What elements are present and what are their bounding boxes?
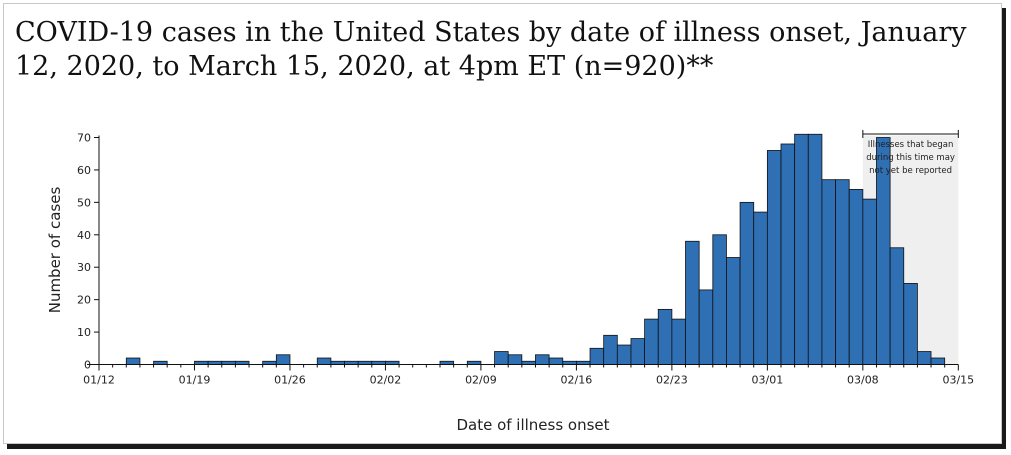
bar-02/11 — [507, 354, 523, 365]
bar-03/10 — [889, 247, 905, 365]
bar-02/14 — [548, 357, 564, 365]
bar-03/12 — [917, 351, 932, 365]
y-tick-label-10: 10 — [77, 326, 91, 339]
annotation-text-line-1: Illnesses that began — [868, 140, 954, 150]
annotation-text-line-3: not yet be reported — [869, 166, 952, 176]
bar-02/26 — [712, 234, 727, 365]
x-tick-label-02-16: 02/16 — [561, 374, 593, 387]
bar-03/07 — [848, 188, 864, 365]
bar-03/08 — [862, 198, 877, 365]
bar-02/28 — [739, 201, 755, 365]
bars-layer — [125, 133, 946, 365]
bar-02/25 — [698, 289, 714, 365]
x-tick-label-01-19: 01/19 — [179, 374, 211, 387]
y-axis-title: Number of cases — [46, 187, 64, 314]
bar-03/02 — [780, 143, 796, 365]
bar-02/23 — [671, 318, 686, 365]
bar-02/18 — [603, 334, 618, 365]
bar-02/17 — [589, 347, 605, 365]
y-tick-label-20: 20 — [77, 294, 91, 307]
annotation-text-line-2: during this time may — [866, 153, 955, 163]
x-tick-label-03-08: 03/08 — [847, 374, 879, 387]
y-tick-label-60: 60 — [77, 164, 91, 177]
bar-01/14 — [125, 357, 141, 365]
bar-03/01 — [766, 150, 782, 365]
bar-03/05 — [821, 179, 836, 365]
y-tick-label-0: 0 — [84, 359, 91, 372]
x-tick-label-02-02: 02/02 — [370, 374, 402, 387]
y-tick-label-40: 40 — [77, 229, 91, 242]
bar-02/24 — [685, 240, 700, 365]
bar-02/19 — [616, 344, 632, 365]
bar-03/13 — [930, 357, 946, 365]
bar-01/28 — [316, 357, 332, 365]
bar-03/11 — [903, 283, 918, 365]
x-tick-label-03-15: 03/15 — [942, 374, 974, 387]
bar-03/03 — [794, 133, 809, 365]
bar-02/29 — [753, 211, 768, 365]
x-tick-label-01-12: 01/12 — [83, 374, 115, 387]
x-tick-label-01-26: 01/26 — [274, 374, 306, 387]
bar-02/13 — [535, 354, 550, 365]
bar-03/06 — [835, 179, 850, 365]
bar-03/04 — [807, 133, 823, 365]
y-tick-label-70: 70 — [77, 132, 91, 145]
x-axis-title: Date of illness onset — [456, 416, 609, 434]
bar-02/22 — [657, 308, 673, 365]
bar-01/25 — [275, 354, 291, 365]
x-tick-label-03-01: 03/01 — [752, 374, 784, 387]
y-tick-label-30: 30 — [77, 261, 91, 274]
axes-layer: 0 10 20 30 40 50 60 70 01/12 01/19 01/26 02/02 02/09… — [77, 132, 974, 387]
bar-02/21 — [644, 318, 659, 365]
bar-02/10 — [494, 351, 509, 365]
chart-title: COVID-19 cases in the United States by d… — [15, 17, 967, 82]
bar-02/20 — [630, 338, 646, 365]
annotation-layer: Illnesses that began during this time may… — [862, 130, 959, 176]
x-tick-label-02-23: 02/23 — [656, 374, 688, 387]
x-tick-label-02-09: 02/09 — [465, 374, 497, 387]
y-tick-label-50: 50 — [77, 196, 91, 209]
bar-02/27 — [726, 257, 741, 365]
